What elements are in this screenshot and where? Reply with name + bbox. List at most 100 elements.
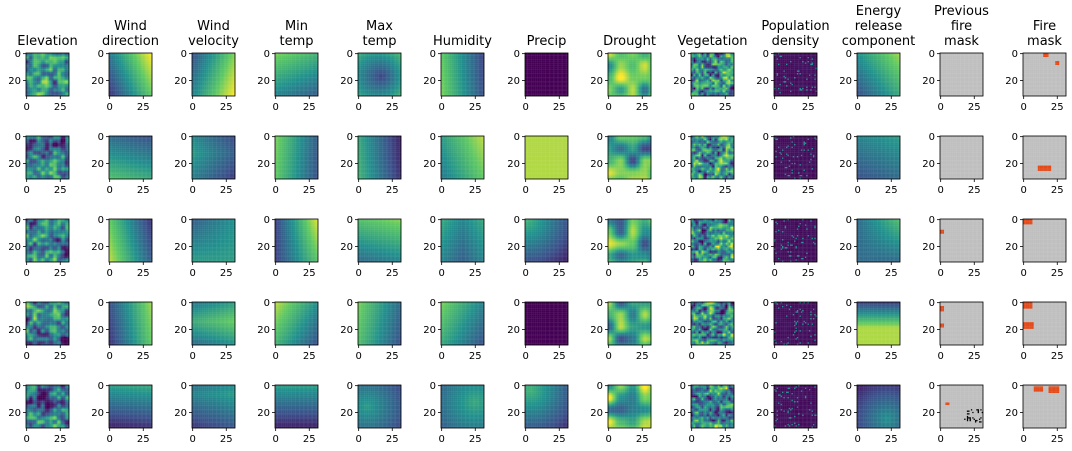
- heatmap-cell: [128, 57, 129, 58]
- heatmap-cell: [118, 64, 119, 65]
- heatmap-cell: [121, 65, 122, 66]
- heatmap-cell: [149, 79, 150, 80]
- heatmap-cell: [125, 65, 126, 66]
- heatmap-cell: [54, 56, 55, 57]
- heatmap-cell: [129, 77, 130, 78]
- heatmap-cell: [137, 85, 138, 86]
- heatmap-cell: [37, 79, 38, 80]
- heatmap-cell: [33, 60, 34, 61]
- heatmap-cell: [29, 58, 30, 59]
- heatmap-cell: [114, 65, 115, 66]
- heatmap-cell: [53, 56, 54, 57]
- heatmap-cell: [121, 58, 122, 59]
- heatmap-cell: [52, 79, 53, 80]
- heatmap-cell: [137, 70, 138, 71]
- heatmap-cell: [46, 91, 47, 92]
- heatmap-cell: [64, 91, 65, 92]
- heatmap-cell: [122, 58, 123, 59]
- heatmap-cell: [136, 73, 137, 74]
- heatmap-cell: [113, 81, 114, 82]
- heatmap-cell: [50, 73, 51, 74]
- heatmap-cell: [143, 92, 144, 93]
- heatmap-cell: [137, 73, 138, 74]
- heatmap-cell: [34, 60, 35, 61]
- heatmap-cell: [43, 72, 44, 73]
- heatmap-cell: [49, 60, 50, 61]
- heatmap-cell: [30, 75, 31, 76]
- heatmap-cell: [135, 76, 136, 77]
- heatmap-cell: [148, 64, 149, 65]
- heatmap-cell: [52, 72, 53, 73]
- heatmap-cell: [38, 73, 39, 74]
- heatmap-cell: [41, 64, 42, 65]
- heatmap-cell: [118, 72, 119, 73]
- heatmap-cell: [116, 68, 117, 69]
- heatmap-cell: [43, 56, 44, 57]
- heatmap-cell: [39, 58, 40, 59]
- heatmap-cell: [52, 69, 53, 70]
- heatmap-cell: [136, 76, 137, 77]
- heatmap-cell: [41, 73, 42, 74]
- heatmap-cell: [50, 62, 51, 63]
- heatmap-cell: [49, 54, 50, 55]
- heatmap-cell: [62, 87, 63, 88]
- heatmap-cell: [65, 68, 66, 69]
- heatmap-cell: [136, 68, 137, 69]
- heatmap-cell: [49, 72, 50, 73]
- heatmap-cell: [118, 80, 119, 81]
- heatmap-cell: [64, 72, 65, 73]
- heatmap-cell: [149, 84, 150, 85]
- heatmap-cell: [39, 69, 40, 70]
- heatmap-cell: [56, 85, 57, 86]
- heatmap-cell: [144, 81, 145, 82]
- heatmap-cell: [33, 73, 34, 74]
- heatmap-cell: [129, 92, 130, 93]
- heatmap-cell: [113, 79, 114, 80]
- heatmap-cell: [121, 83, 122, 84]
- heatmap-cell: [45, 76, 46, 77]
- heatmap-cell: [135, 83, 136, 84]
- heatmap-cell: [30, 83, 31, 84]
- heatmap-cell: [141, 85, 142, 86]
- heatmap-cell: [57, 57, 58, 58]
- heatmap-cell: [61, 56, 62, 57]
- heatmap-cell: [27, 85, 28, 86]
- heatmap-cell: [39, 64, 40, 65]
- heatmap-cell: [141, 80, 142, 81]
- heatmap-cell: [124, 72, 125, 73]
- heatmap-cell: [35, 85, 36, 86]
- heatmap-cell: [37, 62, 38, 63]
- heatmap-cell: [48, 58, 49, 59]
- heatmap-cell: [46, 65, 47, 66]
- heatmap-cell: [38, 91, 39, 92]
- heatmap-cell: [118, 79, 119, 80]
- heatmap-cell: [27, 77, 28, 78]
- heatmap-cell: [112, 91, 113, 92]
- heatmap-cell: [38, 92, 39, 93]
- heatmap-cell: [113, 57, 114, 58]
- heatmap-cell: [29, 89, 30, 90]
- heatmap-cell: [148, 61, 149, 62]
- heatmap-cell: [149, 66, 150, 67]
- heatmap-cell: [149, 91, 150, 92]
- heatmap-cell: [56, 76, 57, 77]
- heatmap-cell: [52, 89, 53, 90]
- heatmap-cell: [139, 54, 140, 55]
- heatmap-cell: [34, 66, 35, 67]
- heatmap-cell: [129, 65, 130, 66]
- heatmap-cell: [45, 79, 46, 80]
- heatmap-cell: [35, 57, 36, 58]
- heatmap-cell: [39, 91, 40, 92]
- heatmap-cell: [149, 70, 150, 71]
- heatmap-cell: [65, 62, 66, 63]
- heatmap-cell: [66, 58, 67, 59]
- heatmap-cell: [141, 54, 142, 55]
- heatmap-cell: [149, 69, 150, 70]
- heatmap-cell: [120, 66, 121, 67]
- heatmap-cell: [33, 87, 34, 88]
- heatmap-cell: [147, 61, 148, 62]
- heatmap-cell: [136, 57, 137, 58]
- heatmap-cell: [135, 72, 136, 73]
- heatmap-cell: [42, 85, 43, 86]
- heatmap-cell: [114, 85, 115, 86]
